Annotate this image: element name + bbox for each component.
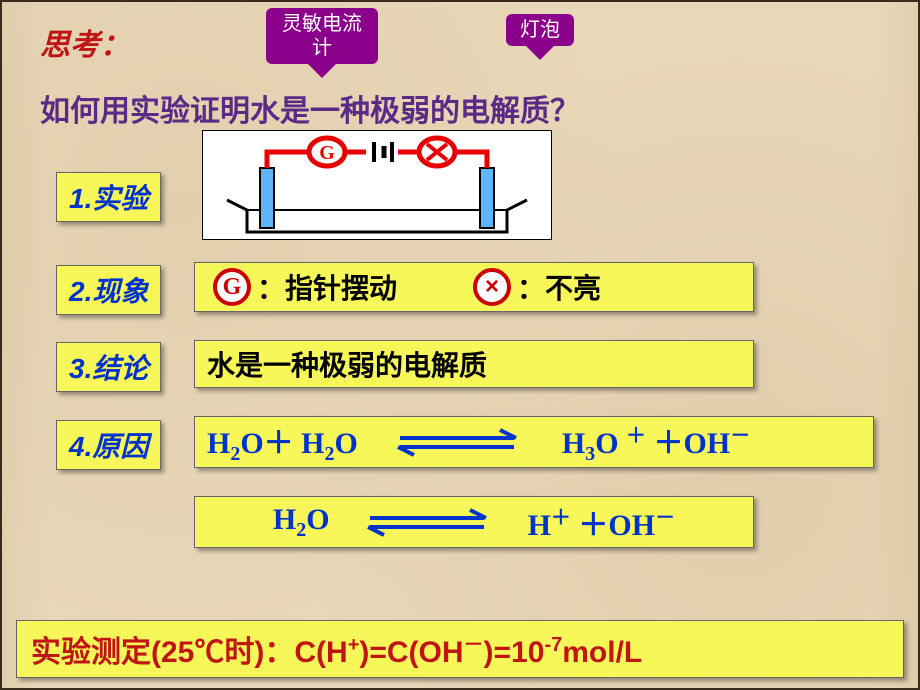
footer-measurement: 实验测定(25℃时)：C(H+)=C(OH－)=10-7mol/L bbox=[16, 620, 904, 678]
row3-content: 水是一种极弱的电解质 bbox=[194, 340, 754, 388]
footer-prefix: 实验测定(25℃时)： bbox=[31, 636, 294, 669]
svg-text:G: G bbox=[319, 142, 335, 164]
circuit-diagram: G bbox=[202, 130, 552, 240]
callout-bulb-text: 灯泡 bbox=[520, 19, 560, 41]
row2-x-text: ：不亮 bbox=[517, 267, 601, 307]
row3-label: 3.结论 bbox=[56, 342, 161, 392]
eq2-right: H＋ ＋OH－ bbox=[528, 500, 676, 544]
eq2-left: H2O bbox=[273, 503, 330, 542]
row2-label: 2.现象 bbox=[56, 265, 161, 315]
question-text: 如何用实验证明水是一种极弱的电解质？ bbox=[40, 86, 580, 130]
row2-content: G ：指针摆动 × ：不亮 bbox=[194, 262, 754, 312]
eq1-left: H2O＋ H2O bbox=[207, 418, 358, 466]
callout-bulb: 灯泡 bbox=[506, 14, 574, 46]
row2-g-text: ：指针摆动 bbox=[257, 267, 397, 307]
equilibrium-arrow-icon bbox=[362, 507, 492, 537]
row3-text: 水是一种极弱的电解质 bbox=[207, 344, 487, 384]
equation1-box: H2O＋ H2O H3O ＋ ＋OH－ bbox=[194, 416, 874, 468]
row1-label: 1.实验 bbox=[56, 172, 161, 222]
equilibrium-arrow-icon bbox=[392, 427, 522, 457]
bulb-icon: × bbox=[473, 268, 511, 306]
footer-value: C(H+)=C(OH－)=10-7mol/L bbox=[294, 636, 642, 669]
callout-galvanometer-text: 灵敏电流计 bbox=[282, 13, 362, 59]
galvanometer-icon: G bbox=[213, 268, 251, 306]
equation2-box: H2O H＋ ＋OH－ bbox=[194, 496, 754, 548]
think-title: 思考： bbox=[40, 20, 130, 64]
row4-label: 4.原因 bbox=[56, 420, 161, 470]
eq1-right: H3O ＋ ＋OH－ bbox=[562, 418, 750, 466]
callout-galvanometer: 灵敏电流计 bbox=[266, 8, 378, 64]
